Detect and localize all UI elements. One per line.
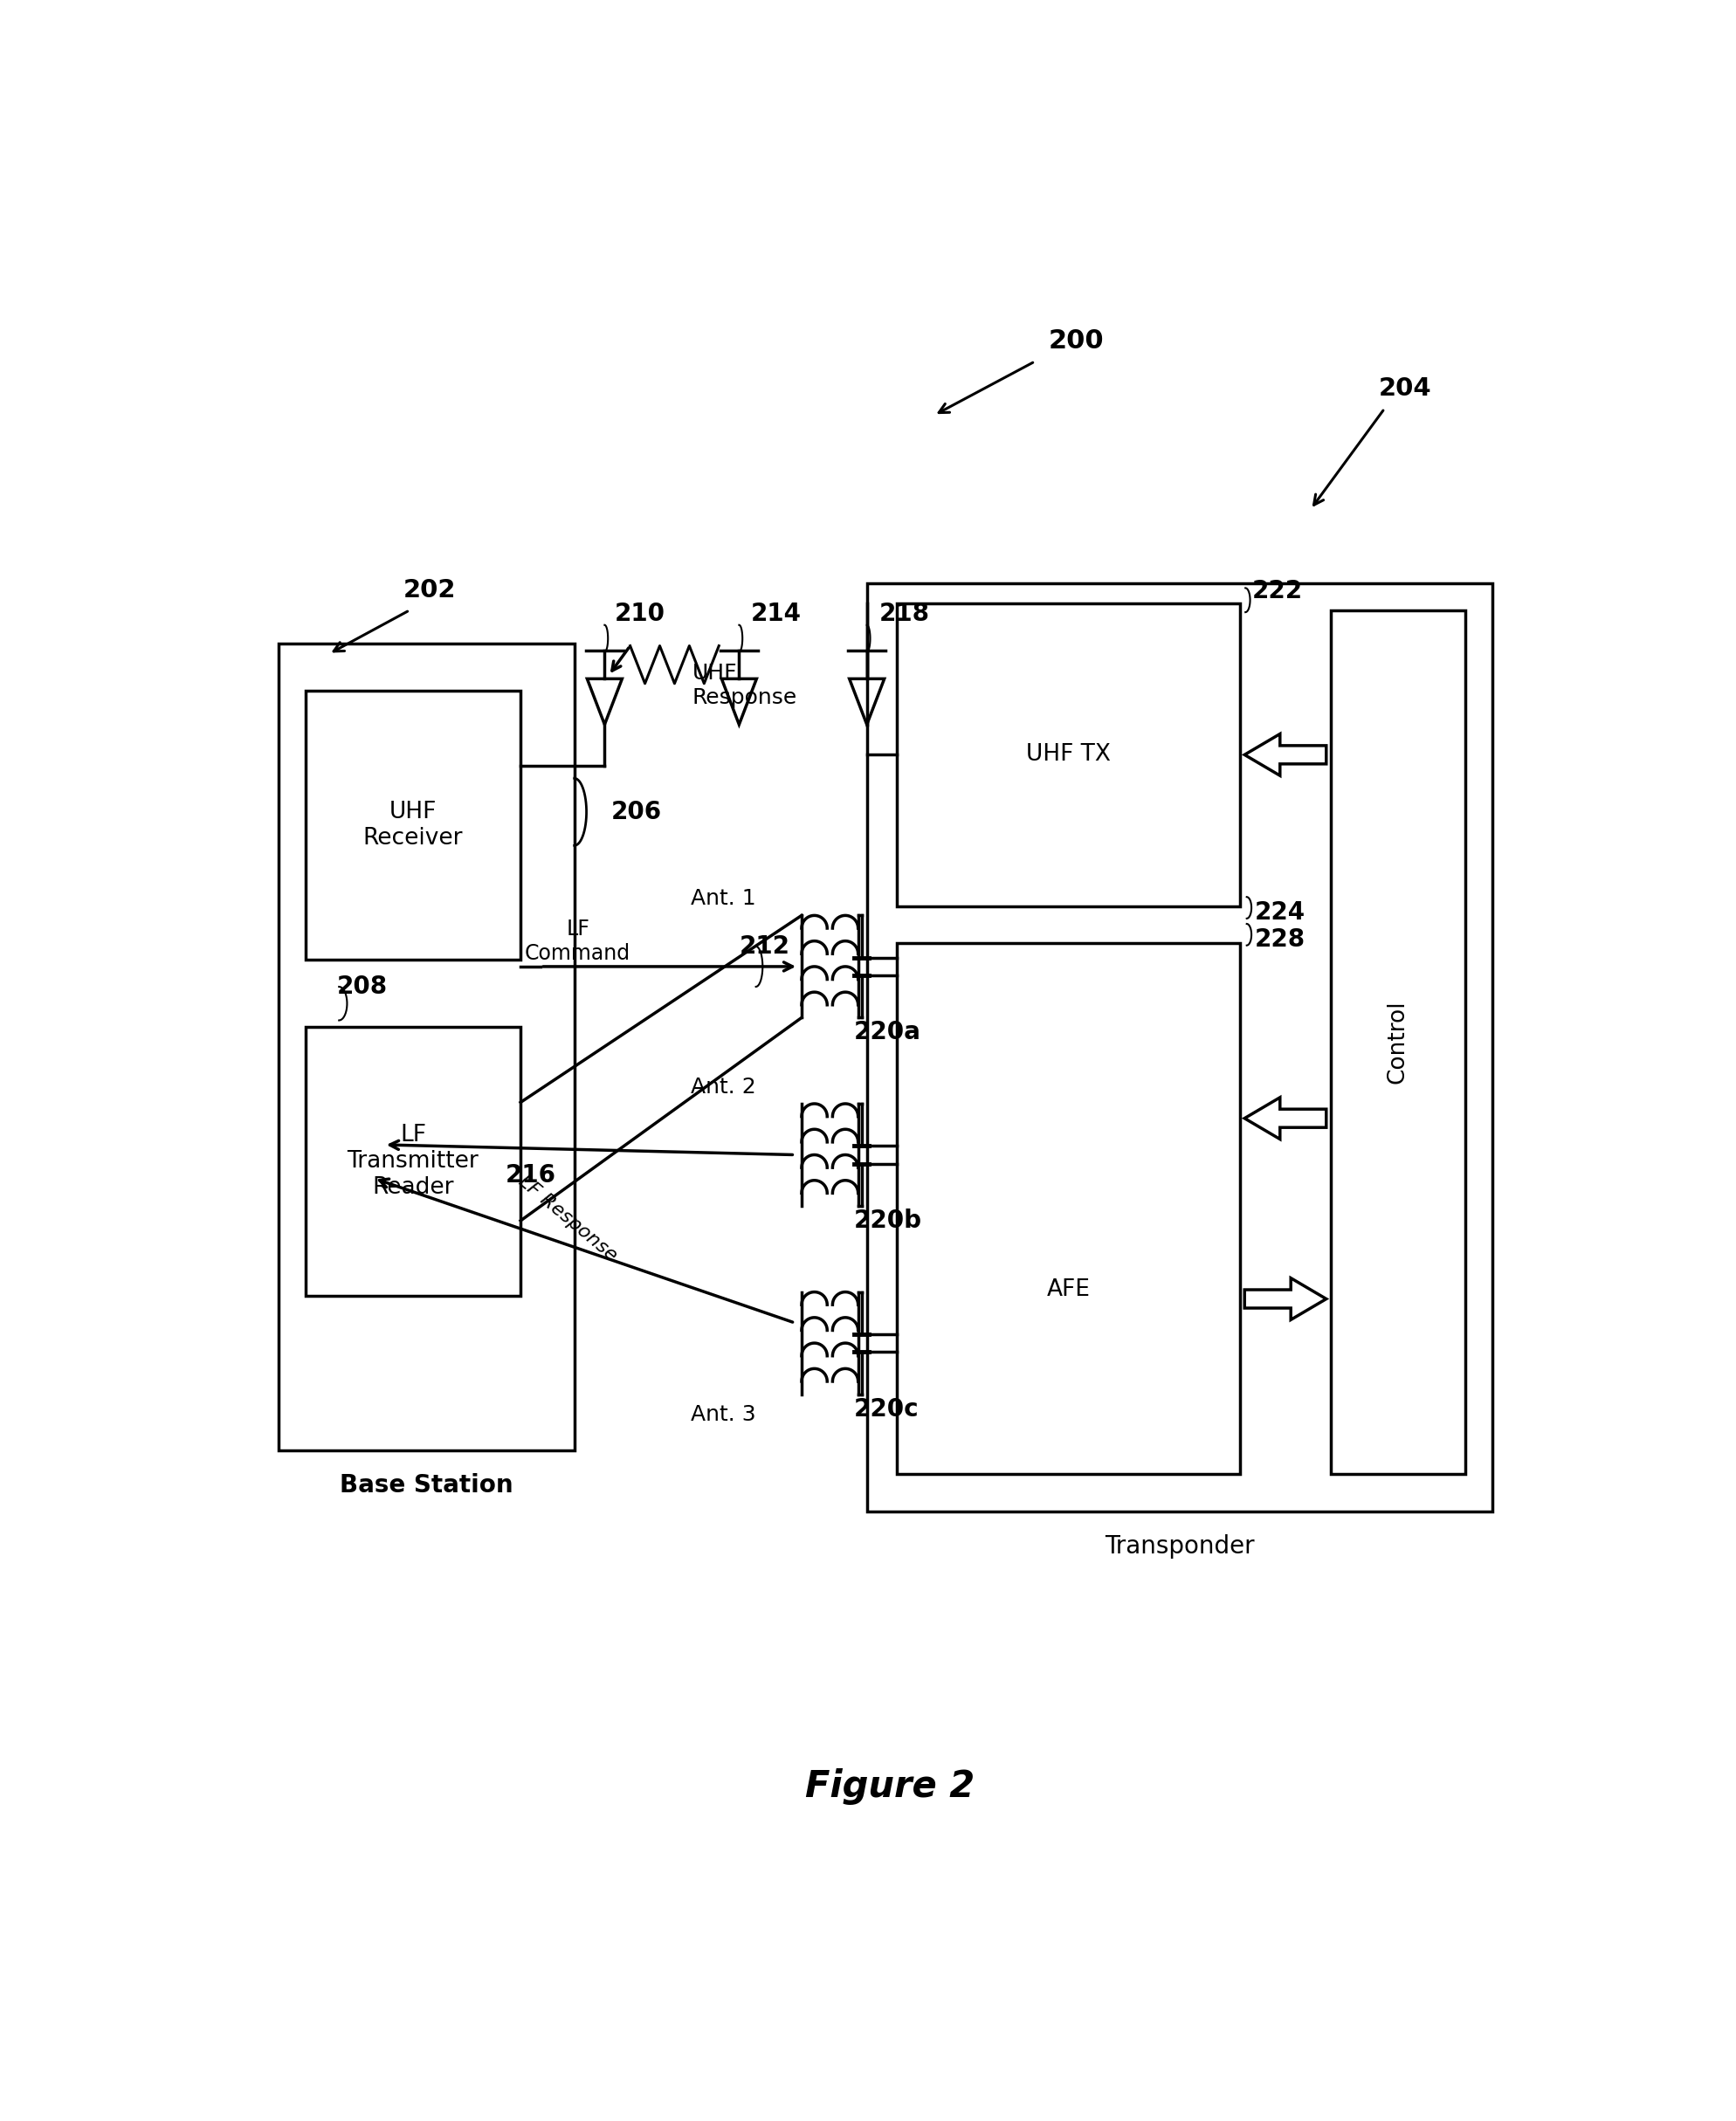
Text: 220c: 220c bbox=[854, 1398, 918, 1421]
Text: UHF TX: UHF TX bbox=[1026, 742, 1111, 766]
Text: LF
Transmitter
Reader: LF Transmitter Reader bbox=[347, 1124, 479, 1198]
Text: 212: 212 bbox=[740, 933, 790, 959]
Text: UHF
Response: UHF Response bbox=[693, 664, 797, 708]
Text: Ant. 2: Ant. 2 bbox=[691, 1077, 755, 1097]
Text: 208: 208 bbox=[337, 974, 387, 999]
FancyBboxPatch shape bbox=[1332, 611, 1465, 1474]
Text: UHF
Receiver: UHF Receiver bbox=[363, 802, 464, 851]
Text: 216: 216 bbox=[505, 1162, 556, 1188]
Text: 214: 214 bbox=[752, 602, 802, 626]
Text: 224: 224 bbox=[1255, 899, 1305, 925]
Text: 200: 200 bbox=[1049, 329, 1104, 354]
Polygon shape bbox=[722, 679, 757, 725]
FancyBboxPatch shape bbox=[306, 1027, 521, 1296]
Polygon shape bbox=[1245, 1097, 1326, 1139]
Text: AFE: AFE bbox=[1047, 1279, 1090, 1300]
Polygon shape bbox=[849, 679, 884, 725]
Text: 204: 204 bbox=[1378, 375, 1430, 401]
Text: 220b: 220b bbox=[854, 1209, 922, 1232]
Text: Ant. 3: Ant. 3 bbox=[691, 1404, 755, 1425]
Polygon shape bbox=[1245, 1279, 1326, 1319]
Text: 228: 228 bbox=[1255, 927, 1305, 952]
Text: 218: 218 bbox=[878, 602, 929, 626]
Text: 210: 210 bbox=[615, 602, 665, 626]
Text: 220a: 220a bbox=[854, 1020, 920, 1046]
FancyBboxPatch shape bbox=[278, 645, 575, 1451]
Text: Base Station: Base Station bbox=[340, 1474, 514, 1497]
Text: 222: 222 bbox=[1252, 579, 1304, 604]
Text: 202: 202 bbox=[403, 577, 457, 602]
FancyBboxPatch shape bbox=[898, 944, 1240, 1474]
Text: LF
Command: LF Command bbox=[524, 918, 630, 963]
Text: Ant. 1: Ant. 1 bbox=[691, 889, 755, 910]
FancyBboxPatch shape bbox=[866, 583, 1493, 1510]
FancyBboxPatch shape bbox=[898, 604, 1240, 906]
Text: Control: Control bbox=[1387, 1001, 1410, 1084]
Text: LF Response: LF Response bbox=[516, 1173, 620, 1264]
Text: 206: 206 bbox=[611, 800, 661, 825]
Text: Figure 2: Figure 2 bbox=[806, 1769, 974, 1805]
Polygon shape bbox=[1245, 734, 1326, 776]
Text: Transponder: Transponder bbox=[1104, 1533, 1255, 1559]
FancyBboxPatch shape bbox=[306, 691, 521, 961]
Polygon shape bbox=[587, 679, 621, 725]
